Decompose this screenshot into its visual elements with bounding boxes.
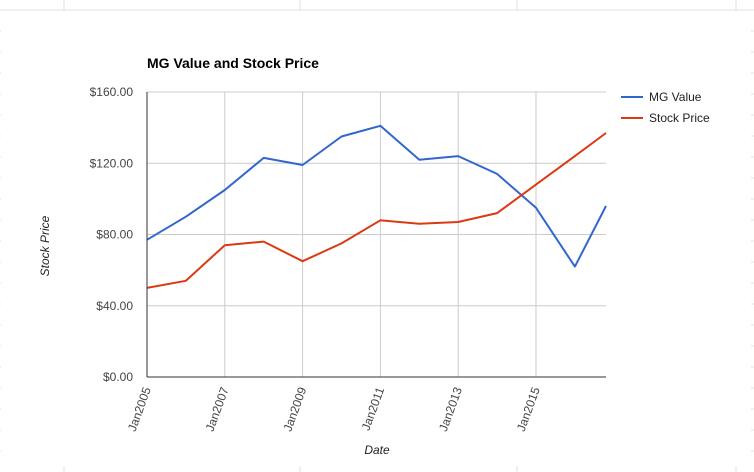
data-point[interactable]	[604, 131, 608, 135]
y-axis-title: Stock Price	[38, 215, 52, 276]
x-tick-label: Jan2005	[125, 385, 154, 433]
data-point[interactable]	[417, 158, 421, 162]
data-point[interactable]	[262, 240, 266, 244]
data-point[interactable]	[378, 124, 382, 128]
legend[interactable]: MG Value Stock Price	[621, 90, 710, 125]
data-point[interactable]	[223, 243, 227, 247]
data-point[interactable]	[456, 154, 460, 158]
x-tick-label: Jan2011	[359, 385, 388, 433]
x-tick-label: Jan2015	[514, 385, 543, 433]
line-chart: $0.00$40.00$80.00$120.00$160.00 Jan2005 J…	[38, 55, 710, 457]
x-tick-labels: Jan2005 Jan2007 Jan2009 Jan2011 Jan2013 Jan20…	[125, 385, 543, 433]
data-point[interactable]	[573, 154, 577, 158]
data-point[interactable]	[573, 265, 577, 269]
axes	[146, 92, 606, 378]
data-point[interactable]	[301, 163, 305, 167]
data-point[interactable]	[456, 220, 460, 224]
data-point[interactable]	[223, 188, 227, 192]
data-point[interactable]	[534, 183, 538, 187]
series-line-mg-value[interactable]	[146, 124, 607, 268]
y-tick-label: $160.00	[90, 85, 134, 99]
data-point[interactable]	[378, 218, 382, 222]
data-point[interactable]	[417, 222, 421, 226]
legend-item-stock-price[interactable]: Stock Price	[621, 111, 710, 125]
gridlines	[147, 91, 606, 378]
data-point[interactable]	[495, 172, 499, 176]
data-point[interactable]	[604, 204, 608, 208]
data-point[interactable]	[184, 279, 188, 283]
y-tick-label: $120.00	[90, 156, 134, 170]
data-point[interactable]	[534, 206, 538, 210]
data-point[interactable]	[495, 211, 499, 215]
y-tick-labels: $0.00 $40.00 $80.00 $120.00 $160.00	[90, 85, 134, 384]
x-tick-label: Jan2009	[281, 385, 310, 433]
y-tick-label: $80.00	[96, 228, 133, 242]
x-axis-title: Date	[364, 443, 390, 457]
chart-title: MG Value and Stock Price	[147, 55, 319, 71]
legend-item-mg-value[interactable]: MG Value	[621, 90, 702, 104]
series-lines	[146, 124, 608, 289]
series-line-stock-price[interactable]	[146, 132, 607, 289]
y-tick-label: $0.00	[103, 370, 133, 384]
chart-container[interactable]: $0.00 $40.00 $80.00 $120.00 $160.00 Jan2005 J…	[1, 11, 751, 466]
legend-label: MG Value	[649, 90, 702, 104]
x-tick-label: Jan2007	[203, 385, 232, 433]
data-point[interactable]	[339, 241, 343, 245]
y-tick-label: $40.00	[96, 299, 133, 313]
x-tick-label: Jan2013	[436, 385, 465, 433]
data-point[interactable]	[262, 156, 266, 160]
data-point[interactable]	[184, 215, 188, 219]
data-point[interactable]	[339, 135, 343, 139]
legend-label: Stock Price	[649, 111, 710, 125]
data-point[interactable]	[301, 259, 305, 263]
